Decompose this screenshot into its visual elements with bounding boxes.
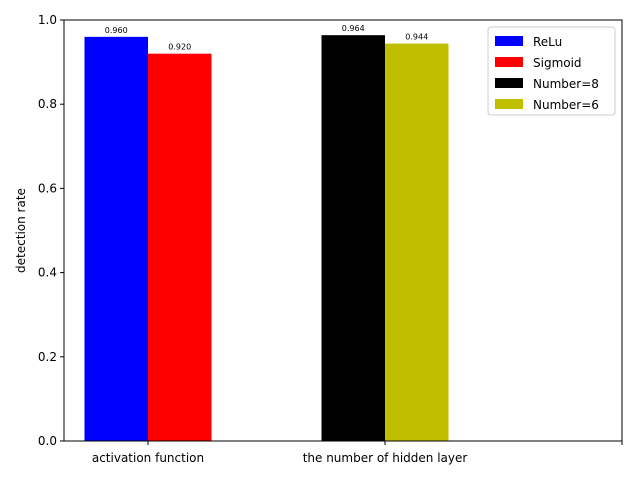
y-tick-label: 0.2 xyxy=(38,350,57,364)
bar-number-8 xyxy=(321,35,385,441)
legend-label: ReLu xyxy=(533,35,562,49)
y-tick-label: 0.0 xyxy=(38,434,57,448)
bar-value-label: 0.960 xyxy=(105,26,128,35)
legend-swatch xyxy=(495,99,523,109)
legend-label: Number=6 xyxy=(533,98,599,112)
legend-swatch xyxy=(495,57,523,67)
legend-swatch xyxy=(495,78,523,88)
legend-label: Number=8 xyxy=(533,77,599,91)
legend: ReLu Sigmoid Number=8 Number=6 xyxy=(487,26,616,116)
bar-value-label: 0.944 xyxy=(405,33,428,42)
y-tick-label: 1.0 xyxy=(38,13,57,27)
bars-layer xyxy=(84,35,449,442)
bar-value-label: 0.964 xyxy=(342,24,365,33)
x-tick-label: the number of hidden layer xyxy=(303,451,468,465)
plot-frame xyxy=(63,19,623,442)
y-tick-label: 0.6 xyxy=(38,181,57,195)
y-tick-label: 0.8 xyxy=(38,97,57,111)
bar-relu xyxy=(84,36,148,442)
legend-frame xyxy=(487,26,616,116)
legend-label: Sigmoid xyxy=(533,56,582,70)
y-axis-label: detection rate xyxy=(14,188,28,273)
bar-number-6 xyxy=(385,43,449,442)
bar-labels-layer: 0.960 0.920 0.964 0.944 xyxy=(105,24,428,52)
x-tick-label: activation function xyxy=(92,451,204,465)
bar-value-label: 0.920 xyxy=(168,43,191,52)
x-axis: activation function the number of hidden … xyxy=(92,441,623,465)
legend-swatch xyxy=(495,36,523,46)
bar-sigmoid xyxy=(148,53,212,442)
y-axis: 0.0 0.2 0.4 0.6 0.8 1.0 xyxy=(38,13,64,448)
y-tick-label: 0.4 xyxy=(38,266,57,280)
